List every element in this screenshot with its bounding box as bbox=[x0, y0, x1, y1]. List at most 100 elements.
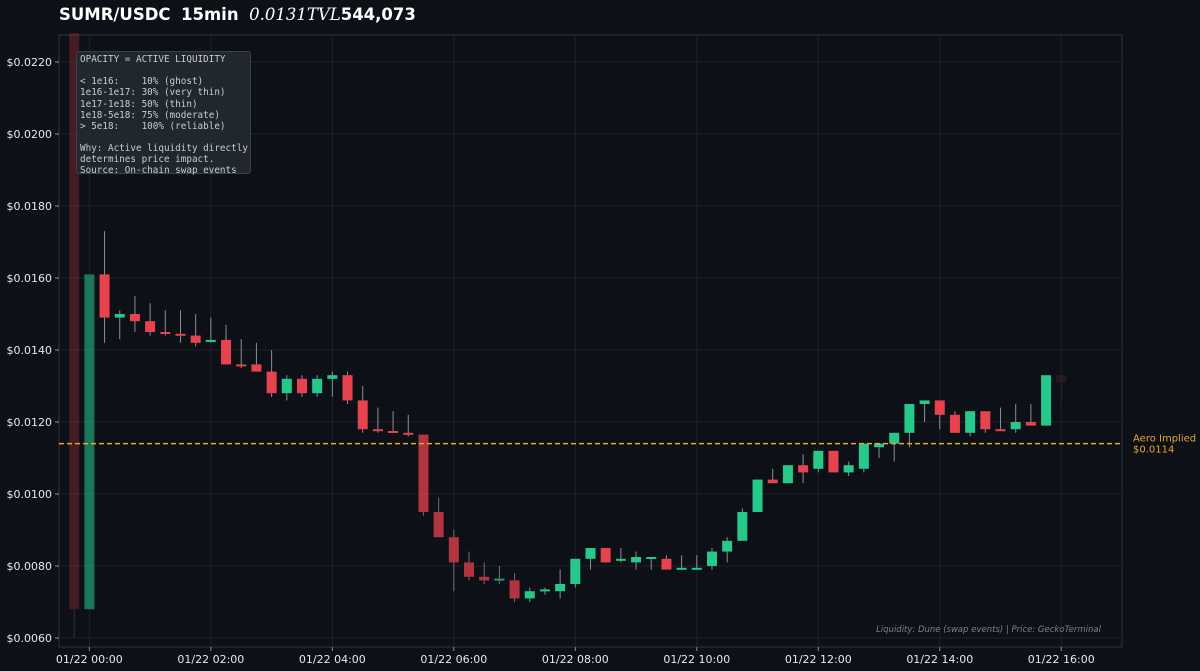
candle-body bbox=[99, 274, 110, 318]
candle bbox=[266, 350, 277, 397]
candle bbox=[418, 434, 429, 516]
candle-body bbox=[828, 450, 839, 473]
candle bbox=[539, 587, 550, 595]
candle bbox=[236, 339, 247, 368]
candle bbox=[615, 548, 626, 563]
candle bbox=[843, 461, 854, 476]
candle-body bbox=[767, 479, 778, 484]
candle-body bbox=[205, 339, 216, 342]
candle bbox=[949, 411, 960, 433]
candle bbox=[767, 468, 778, 484]
candle bbox=[934, 400, 945, 430]
candle bbox=[494, 566, 505, 584]
candles bbox=[69, 33, 1067, 638]
candle-body bbox=[858, 443, 869, 469]
source-note: Liquidity: Dune (swap events) | Price: G… bbox=[876, 625, 1102, 635]
candle bbox=[296, 375, 307, 397]
candle bbox=[388, 411, 399, 433]
legend-line bbox=[80, 132, 247, 143]
candle bbox=[175, 310, 186, 343]
candle bbox=[479, 562, 490, 584]
candle-body bbox=[919, 400, 930, 404]
candle bbox=[190, 314, 201, 347]
candle bbox=[646, 557, 657, 570]
candle-body bbox=[145, 321, 156, 332]
interval-label: 15min bbox=[181, 5, 239, 24]
candle-body bbox=[904, 404, 915, 433]
x-tick-label: 01/22 04:00 bbox=[299, 653, 366, 666]
candle bbox=[84, 274, 95, 610]
candle bbox=[129, 296, 140, 332]
y-tick-label: $0.0140 bbox=[7, 344, 53, 357]
candle bbox=[327, 371, 338, 397]
candle bbox=[69, 33, 80, 638]
x-tick-label: 01/22 12:00 bbox=[785, 653, 852, 666]
candle bbox=[631, 551, 642, 570]
candle-body bbox=[843, 465, 854, 473]
x-tick-label: 01/22 06:00 bbox=[420, 653, 487, 666]
candle-body bbox=[524, 591, 535, 599]
candle-body bbox=[737, 512, 748, 541]
candle bbox=[995, 407, 1006, 432]
candle-body bbox=[570, 558, 581, 584]
candle-body bbox=[874, 443, 885, 448]
y-tick-label: $0.0200 bbox=[7, 128, 53, 141]
candle-body bbox=[433, 512, 444, 538]
candle-body bbox=[752, 479, 763, 512]
legend-line: OPACITY = ACTIVE LIQUIDITY bbox=[80, 54, 226, 65]
candle bbox=[555, 569, 566, 599]
candle-body bbox=[949, 414, 960, 433]
opacity-legend: OPACITY = ACTIVE LIQUIDITY < 1e16: 10% (… bbox=[76, 51, 251, 176]
legend-line: < 1e16: 10% (ghost) bbox=[80, 76, 204, 88]
y-axis: $0.0060 $0.0080 $0.0100 $0.0120 $0.0140 $0.01… bbox=[7, 56, 59, 645]
candle bbox=[433, 497, 444, 538]
candle-body bbox=[555, 584, 566, 592]
legend-line: > 5e18: 100% (reliable) bbox=[80, 120, 226, 132]
candle bbox=[357, 386, 368, 433]
candle-body bbox=[615, 558, 626, 561]
candle bbox=[464, 551, 475, 581]
x-tick-label: 01/22 08:00 bbox=[542, 653, 609, 666]
y-tick-label: $0.0060 bbox=[7, 632, 53, 645]
candle bbox=[722, 537, 733, 563]
candle bbox=[221, 324, 232, 365]
pair-label: SUMR/USDC bbox=[59, 5, 171, 24]
candle-body bbox=[342, 375, 353, 401]
legend-line: 1e16-1e17: 30% (very thin) bbox=[80, 87, 226, 99]
candle bbox=[600, 548, 611, 563]
candle bbox=[737, 508, 748, 541]
x-tick-label: 01/22 02:00 bbox=[177, 653, 244, 666]
candle bbox=[661, 555, 672, 570]
candle bbox=[889, 432, 900, 462]
candle bbox=[798, 454, 809, 484]
candle-body bbox=[251, 364, 262, 372]
candle-body bbox=[84, 274, 95, 610]
tvl-label: TVL bbox=[306, 5, 341, 24]
candle bbox=[251, 342, 262, 372]
y-tick-label: $0.0100 bbox=[7, 488, 53, 501]
candle-body bbox=[1056, 375, 1067, 383]
candle-body bbox=[509, 580, 520, 599]
candle bbox=[752, 479, 763, 512]
candle-body bbox=[418, 434, 429, 512]
candle-body bbox=[1041, 375, 1052, 426]
candle-body bbox=[813, 450, 824, 469]
x-tick-label: 01/22 14:00 bbox=[906, 653, 973, 666]
candle bbox=[114, 310, 125, 340]
candle bbox=[403, 414, 414, 437]
candle-body bbox=[782, 465, 793, 484]
candle bbox=[858, 443, 869, 473]
candle-body bbox=[464, 562, 475, 577]
candle-body bbox=[798, 465, 809, 473]
legend-line bbox=[80, 65, 247, 76]
candle-body bbox=[494, 578, 505, 581]
candle bbox=[919, 400, 930, 422]
candle-body bbox=[296, 378, 307, 394]
candle bbox=[1025, 404, 1036, 426]
candle-body bbox=[388, 431, 399, 433]
x-tick-label: 01/22 10:00 bbox=[663, 653, 730, 666]
candle-body bbox=[312, 378, 323, 394]
candle-body bbox=[266, 371, 277, 394]
aero-implied-label: Aero Implied bbox=[1133, 434, 1196, 445]
candle-body bbox=[600, 548, 611, 563]
